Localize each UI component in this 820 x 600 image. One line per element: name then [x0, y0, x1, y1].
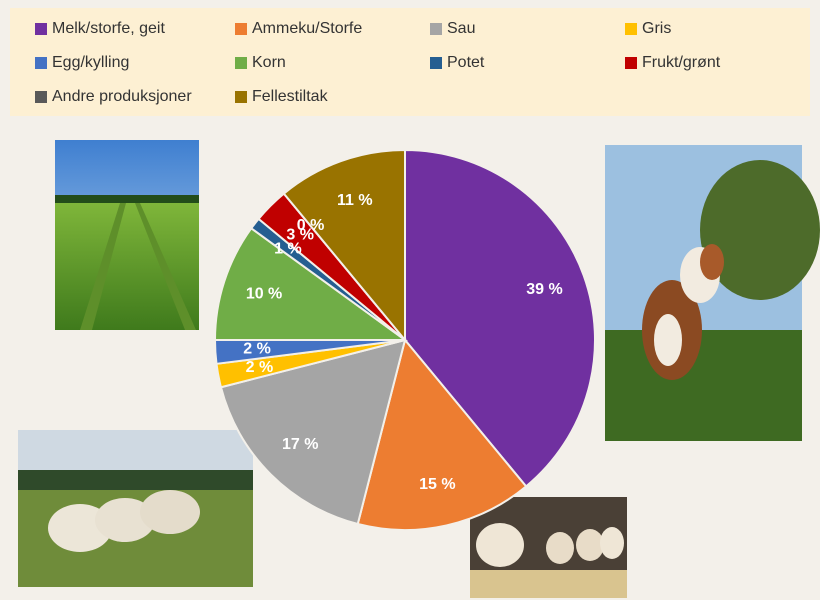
- legend-label: Korn: [252, 54, 286, 71]
- legend-swatch: [35, 57, 47, 69]
- data-label: 11 %: [337, 192, 373, 209]
- legend-label: Ammeku/Storfe: [252, 20, 362, 37]
- legend-label: Egg/kylling: [52, 54, 129, 71]
- data-label: 2 %: [243, 341, 271, 358]
- legend-swatch: [430, 23, 442, 35]
- legend-swatch: [430, 57, 442, 69]
- photo-cattle: [470, 497, 627, 598]
- photo-cow: [605, 145, 820, 441]
- legend-swatch: [235, 57, 247, 69]
- legend-label: Andre produksjoner: [52, 88, 192, 105]
- data-label: 0 %: [297, 217, 325, 234]
- photo-field: [55, 140, 199, 330]
- data-label: 17 %: [282, 436, 318, 453]
- legend-swatch: [35, 23, 47, 35]
- legend-label: Sau: [447, 20, 475, 37]
- data-label: 39 %: [526, 281, 562, 298]
- legend-label: Gris: [642, 20, 671, 37]
- data-label: 2 %: [246, 359, 274, 376]
- legend-swatch: [625, 57, 637, 69]
- chart: 39 %15 %17 %2 %2 %10 %1 %3 %0 %11 % Melk…: [0, 0, 820, 600]
- photo-sheep: [18, 430, 253, 587]
- pie: 39 %15 %17 %2 %2 %10 %1 %3 %0 %11 %: [215, 150, 595, 530]
- legend-swatch: [235, 23, 247, 35]
- legend-label: Fellestiltak: [252, 88, 329, 105]
- legend-swatch: [235, 91, 247, 103]
- legend-swatch: [625, 23, 637, 35]
- data-label: 15 %: [419, 476, 455, 493]
- legend-label: Potet: [447, 54, 485, 71]
- legend-swatch: [35, 91, 47, 103]
- legend-label: Frukt/grønt: [642, 54, 721, 71]
- data-label: 10 %: [246, 285, 282, 302]
- legend-label: Melk/storfe, geit: [52, 20, 165, 37]
